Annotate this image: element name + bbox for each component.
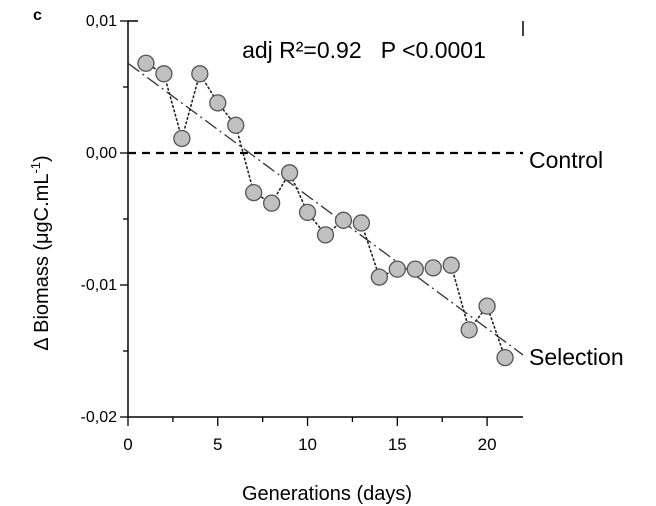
data-point [173, 129, 191, 148]
data-point [352, 214, 371, 232]
data-point [424, 259, 442, 277]
data-point [334, 211, 353, 229]
data-point [209, 94, 227, 112]
x-tick-label: 15 [388, 435, 407, 454]
y-tick-label: 0,00 [86, 145, 117, 162]
data-point [316, 226, 335, 244]
data-point [460, 321, 478, 339]
y-axis-label-main: Δ Biomass (μgC.mL [31, 174, 53, 351]
panel-label: c [33, 7, 42, 24]
y-tick-label: -0,01 [81, 277, 118, 294]
selection-series [137, 54, 514, 367]
x-axis-ticks: 0 5 10 15 20 [123, 417, 497, 454]
x-axis-label: Generations (days) [242, 483, 412, 505]
data-point [280, 164, 299, 182]
y-axis-label-close: ) [31, 155, 53, 162]
data-point [478, 297, 496, 315]
stats-annotation: adj R²=0.92 P <0.0001 [242, 37, 486, 63]
data-point [406, 260, 424, 278]
x-tick-label: 10 [298, 435, 317, 454]
data-point [496, 348, 514, 367]
regression-line [127, 62, 524, 356]
data-point [442, 256, 460, 274]
data-point [370, 268, 389, 286]
data-point [388, 260, 406, 278]
data-point [245, 183, 263, 202]
data-point [227, 116, 245, 134]
data-point [262, 194, 281, 212]
control-label: Control [529, 147, 603, 173]
data-point [137, 54, 155, 72]
y-axis-label: Δ Biomass (μgC.mL-1) [28, 155, 53, 350]
y-axis-ticks: 0,01 0,00 -0,01 -0,02 [81, 13, 128, 426]
data-point [298, 203, 317, 222]
x-tick-label: 5 [213, 435, 222, 454]
selection-label: Selection [529, 344, 624, 370]
plot-axes [127, 20, 524, 418]
x-tick-label: 20 [478, 435, 497, 454]
y-axis-label-superscript: -1 [28, 162, 43, 174]
data-point [155, 65, 173, 83]
regression-layer [127, 62, 524, 356]
y-tick-label: -0,02 [81, 409, 118, 426]
selection-connector [145, 62, 506, 359]
x-tick-label: 0 [123, 435, 132, 454]
data-point [191, 65, 209, 83]
y-tick-label: 0,01 [86, 13, 117, 30]
